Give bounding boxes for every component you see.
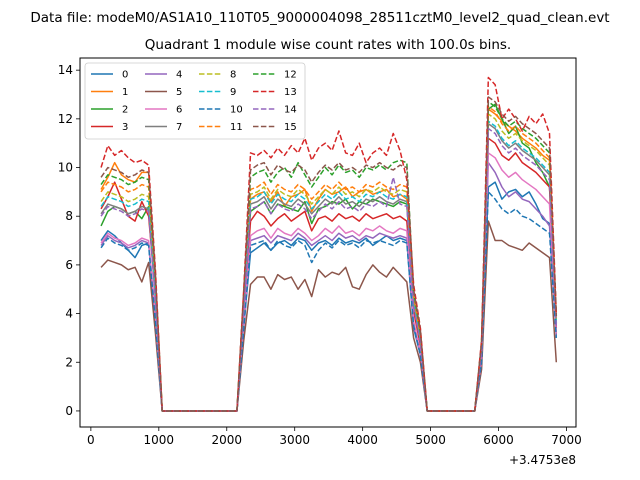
chart-title: Quadrant 1 module wise count rates with … (145, 37, 511, 53)
legend-label-12: 12 (284, 70, 297, 81)
legend-label-14: 14 (284, 105, 297, 116)
legend-label-1: 1 (122, 87, 128, 98)
legend-label-11: 11 (230, 122, 243, 133)
figure-suptitle: Data file: modeM0/AS1A10_110T05_90000040… (30, 10, 609, 26)
series-line-13 (100, 76, 558, 412)
legend-label-2: 2 (122, 105, 128, 116)
x-tick-label: 3000 (279, 433, 310, 447)
x-tick-label: 1000 (144, 433, 175, 447)
legend-box (84, 62, 306, 140)
x-tick-label: 4000 (347, 433, 378, 447)
legend-label-8: 8 (230, 70, 236, 81)
legend-label-3: 3 (122, 122, 128, 133)
x-tick-label: 5000 (415, 433, 446, 447)
y-tick-label: 4 (65, 307, 73, 321)
legend-label-0: 0 (122, 70, 128, 81)
y-tick-label: 8 (65, 209, 73, 223)
legend-label-9: 9 (230, 87, 236, 98)
axes-frame (79, 57, 577, 428)
legend-label-10: 10 (230, 105, 243, 116)
legend-label-4: 4 (176, 70, 182, 81)
plot-area (100, 76, 558, 412)
y-tick-label: 0 (65, 404, 73, 418)
legend-label-6: 6 (176, 105, 182, 116)
y-tick-label: 12 (58, 112, 73, 126)
series-line-15 (100, 96, 558, 412)
legend-label-15: 15 (284, 122, 297, 133)
legend-label-13: 13 (284, 87, 297, 98)
x-tick-label: 2000 (211, 433, 242, 447)
y-tick-label: 2 (65, 355, 73, 369)
legend-label-5: 5 (176, 87, 182, 98)
series-line-5 (100, 220, 558, 412)
x-axis-offset-label: +3.4753e8 (509, 453, 576, 467)
y-tick-label: 14 (58, 63, 73, 77)
series-line-0 (100, 181, 558, 412)
y-axis: 0 2 4 6 8 10 12 14 (58, 63, 80, 418)
x-tick-label: 6000 (483, 433, 514, 447)
y-tick-label: 6 (65, 258, 73, 272)
y-tick-label: 10 (58, 161, 73, 175)
legend-label-7: 7 (176, 122, 182, 133)
x-axis: 0 1000 2000 3000 4000 5000 6000 7000 (87, 427, 582, 447)
x-tick-label: 0 (87, 433, 95, 447)
x-tick-label: 7000 (551, 433, 582, 447)
